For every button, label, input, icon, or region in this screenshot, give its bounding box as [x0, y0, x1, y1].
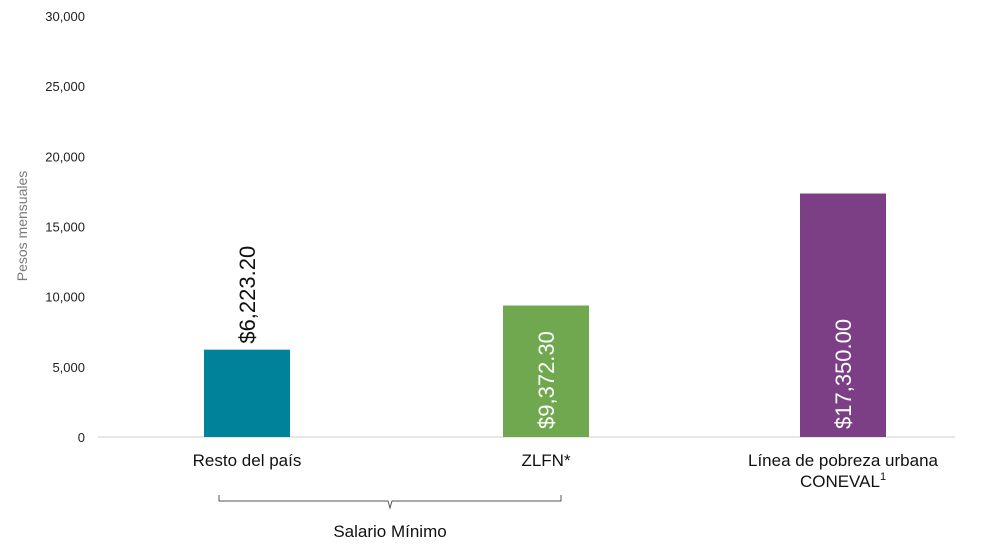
- bar: [800, 193, 886, 437]
- y-axis-ticks: 0 5,000 10,000 15,000 20,000 25,000 30,000: [45, 9, 85, 445]
- value-labels: $6,223.20 $9,372.30 $17,350.00: [235, 246, 856, 429]
- bar: [204, 349, 290, 437]
- x-category-label: Resto del país: [193, 451, 302, 470]
- y-tick-label: 10,000: [45, 290, 85, 305]
- y-tick-label: 0: [78, 430, 85, 445]
- bar-value-label: $17,350.00: [831, 319, 856, 429]
- group-label: Salario Mínimo: [333, 522, 446, 541]
- bar-value-label: $9,372.30: [534, 331, 559, 429]
- x-category-label: ZLFN*: [521, 451, 571, 470]
- y-tick-label: 25,000: [45, 79, 85, 94]
- bar: [503, 305, 589, 437]
- y-tick-label: 5,000: [52, 360, 85, 375]
- bars: [204, 193, 886, 437]
- y-axis-label: Pesos mensuales: [14, 171, 30, 282]
- y-tick-label: 20,000: [45, 149, 85, 164]
- bar-value-label: $6,223.20: [235, 246, 260, 344]
- salario-minimo-bracket: [218, 495, 562, 510]
- y-tick-label: 30,000: [45, 9, 85, 24]
- y-tick-label: 15,000: [45, 220, 85, 235]
- x-category-label: Línea de pobreza urbana CONEVAL1: [748, 451, 939, 491]
- category-labels: Resto del país ZLFN* Línea de pobreza urba…: [193, 451, 939, 491]
